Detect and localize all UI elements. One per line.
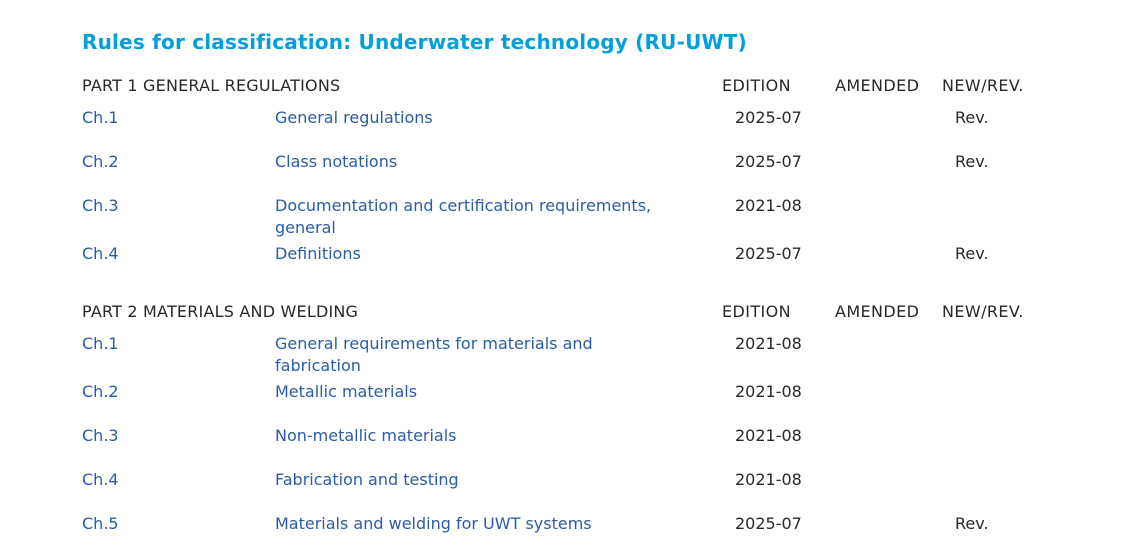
chapter-row: Ch.1 General regulations 2025-07 Rev. <box>82 107 1047 151</box>
edition-value: 2025-07 <box>735 152 802 171</box>
chapter-row: Ch.5 Materials and welding for UWT syste… <box>82 513 1047 548</box>
chapter-number-cell: Ch.3 <box>82 425 275 447</box>
chapter-row: Ch.4 Definitions 2025-07 Rev. <box>82 243 1047 287</box>
chapter-title-cell: General regulations <box>275 107 735 129</box>
chapter-title-link[interactable]: General regulations <box>275 108 433 127</box>
chapter-number-cell: Ch.2 <box>82 381 275 403</box>
section-rows: Ch.1 General regulations 2025-07 Rev. Ch… <box>82 107 1047 287</box>
section-header-row: PART 2 MATERIALS AND WELDING EDITION AME… <box>82 301 1047 333</box>
chapter-row: Ch.1 General requirements for materials … <box>82 333 1047 381</box>
chapter-number-link[interactable]: Ch.5 <box>82 514 119 533</box>
edition-value: 2025-07 <box>735 244 802 263</box>
edition-value: 2021-08 <box>735 334 802 353</box>
chapter-row: Ch.3 Documentation and certification req… <box>82 195 1047 243</box>
edition-value: 2021-08 <box>735 426 802 445</box>
newrev-value: Rev. <box>955 152 989 171</box>
part-section: PART 2 MATERIALS AND WELDING EDITION AME… <box>82 301 1047 548</box>
chapter-number-link[interactable]: Ch.1 <box>82 108 119 127</box>
chapter-title-cell: Metallic materials <box>275 381 735 403</box>
chapter-number-link[interactable]: Ch.4 <box>82 244 119 263</box>
section-header-row: PART 1 GENERAL REGULATIONS EDITION AMEND… <box>82 75 1047 107</box>
chapter-number-cell: Ch.4 <box>82 469 275 491</box>
chapter-title-cell: Materials and welding for UWT systems <box>275 513 735 535</box>
column-header-edition: EDITION <box>722 76 792 95</box>
chapter-title-text: General requirements for materials and f… <box>275 334 593 375</box>
column-header-edition: EDITION <box>722 302 792 321</box>
chapter-number-link[interactable]: Ch.4 <box>82 470 119 489</box>
chapter-number-cell: Ch.3 <box>82 195 275 217</box>
chapter-title-cell: General requirements for materials and f… <box>275 333 735 377</box>
newrev-value: Rev. <box>955 514 989 533</box>
chapter-title-cell: Non-metallic materials <box>275 425 735 447</box>
page-title: Rules for classification: Underwater tec… <box>82 30 747 54</box>
chapter-number-cell: Ch.1 <box>82 107 275 129</box>
column-header-amended: AMENDED <box>835 302 920 321</box>
sections: PART 1 GENERAL REGULATIONS EDITION AMEND… <box>82 75 1047 548</box>
part-heading: PART 1 GENERAL REGULATIONS <box>82 76 341 95</box>
edition-value: 2025-07 <box>735 514 802 533</box>
chapter-title-link[interactable]: Metallic materials <box>275 382 417 401</box>
chapter-title-link[interactable]: Non-metallic materials <box>275 426 457 445</box>
chapter-title-text: Documentation and certification requirem… <box>275 196 652 237</box>
column-header-newrev: NEW/REV. <box>942 302 1024 321</box>
edition-value: 2021-08 <box>735 196 802 215</box>
chapter-number-link[interactable]: Ch.3 <box>82 426 119 445</box>
chapter-number-cell: Ch.5 <box>82 513 275 535</box>
chapter-row: Ch.2 Metallic materials 2021-08 <box>82 381 1047 425</box>
chapter-title-link[interactable]: Fabrication and testing <box>275 470 459 489</box>
chapter-title-link[interactable]: Definitions <box>275 244 361 263</box>
column-header-newrev: NEW/REV. <box>942 76 1024 95</box>
chapter-number-link[interactable]: Ch.1 <box>82 334 119 353</box>
chapter-row: Ch.2 Class notations 2025-07 Rev. <box>82 151 1047 195</box>
chapter-number-link[interactable]: Ch.2 <box>82 382 119 401</box>
chapter-title-text: Class notations <box>275 152 398 171</box>
chapter-title-link[interactable]: Documentation and certification requirem… <box>275 196 680 237</box>
edition-value: 2025-07 <box>735 108 802 127</box>
section-rows: Ch.1 General requirements for materials … <box>82 333 1047 548</box>
chapter-title-text: Metallic materials <box>275 382 418 401</box>
chapter-title-cell: Class notations <box>275 151 735 173</box>
chapter-title-text: General regulations <box>275 108 433 127</box>
edition-value: 2021-08 <box>735 470 802 489</box>
chapter-title-link[interactable]: General requirements for materials and f… <box>275 334 680 375</box>
chapter-title-text: Definitions <box>275 244 361 263</box>
chapter-row: Ch.3 Non-metallic materials 2021-08 <box>82 425 1047 469</box>
newrev-value: Rev. <box>955 244 989 263</box>
chapter-title-text: Materials and welding for UWT systems <box>275 514 592 533</box>
chapter-title-cell: Fabrication and testing <box>275 469 735 491</box>
newrev-value: Rev. <box>955 108 989 127</box>
chapter-title-text: Fabrication and testing <box>275 470 459 489</box>
chapter-title-cell: Documentation and certification requirem… <box>275 195 735 239</box>
chapter-number-cell: Ch.1 <box>82 333 275 355</box>
chapter-number-cell: Ch.4 <box>82 243 275 265</box>
chapter-row: Ch.4 Fabrication and testing 2021-08 <box>82 469 1047 513</box>
column-header-amended: AMENDED <box>835 76 920 95</box>
part-heading: PART 2 MATERIALS AND WELDING <box>82 302 359 321</box>
edition-value: 2021-08 <box>735 382 802 401</box>
chapter-title-link[interactable]: Class notations <box>275 152 397 171</box>
chapter-number-cell: Ch.2 <box>82 151 275 173</box>
chapter-number-link[interactable]: Ch.2 <box>82 152 119 171</box>
chapter-title-text: Non-metallic materials <box>275 426 457 445</box>
part-section: PART 1 GENERAL REGULATIONS EDITION AMEND… <box>82 75 1047 287</box>
chapter-number-link[interactable]: Ch.3 <box>82 196 119 215</box>
chapter-title-cell: Definitions <box>275 243 735 265</box>
chapter-title-link[interactable]: Materials and welding for UWT systems <box>275 514 592 533</box>
